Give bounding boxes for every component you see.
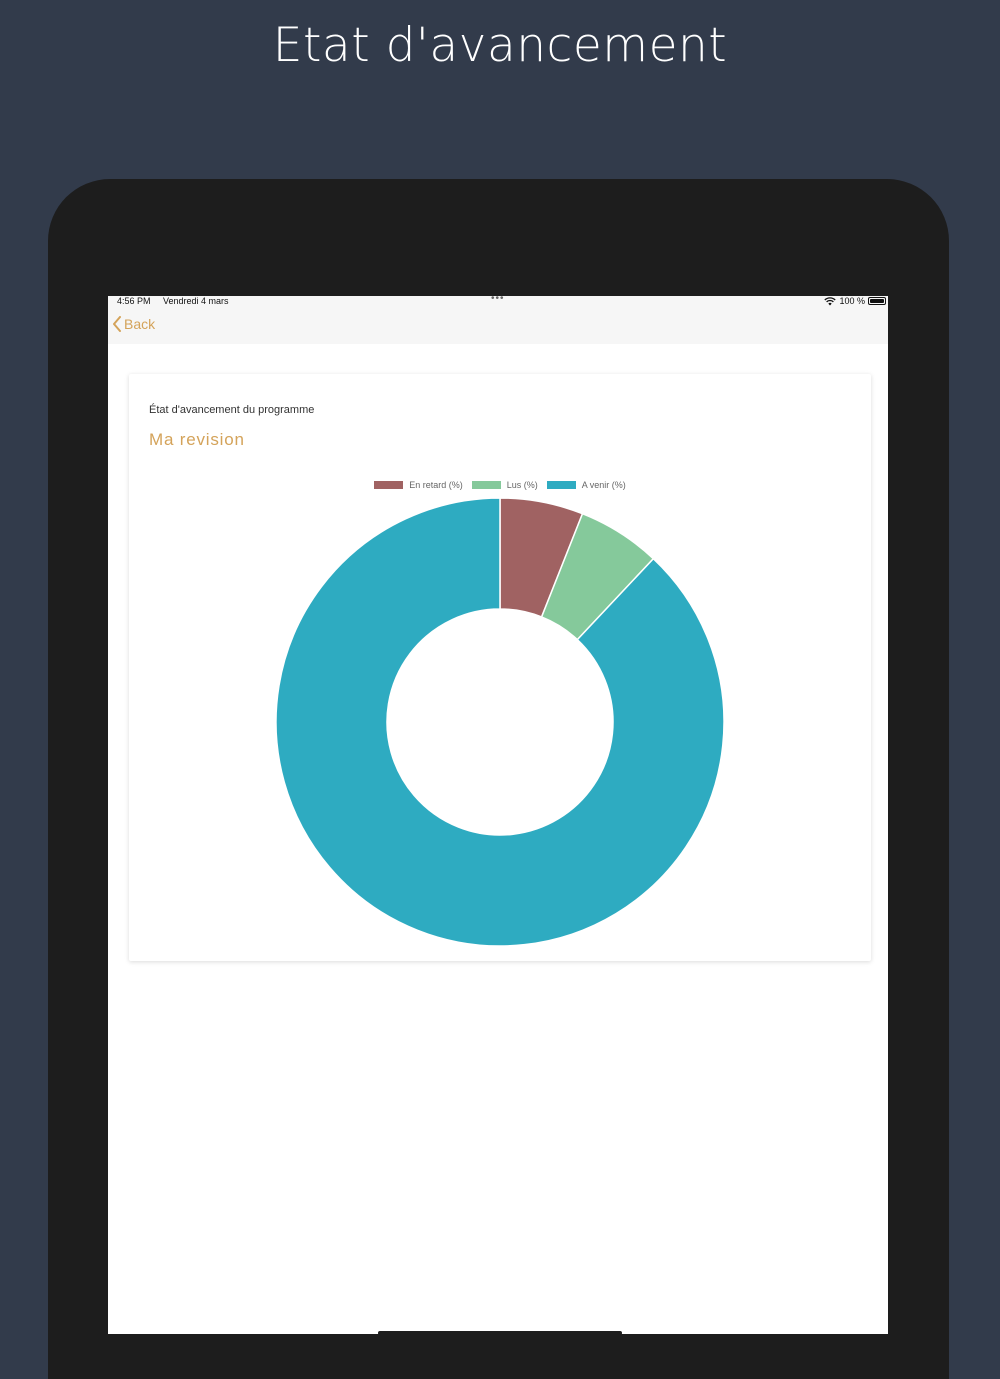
status-right: 100 % <box>824 296 888 306</box>
legend-swatch-read <box>471 481 501 489</box>
status-time: 4:56 PM <box>117 296 151 306</box>
promo-title: Etat d'avancement <box>272 18 728 73</box>
legend-item-read[interactable]: Lus (%) <box>471 480 538 490</box>
legend-label-upcoming: A venir (%) <box>581 480 626 490</box>
chevron-left-icon <box>113 316 121 332</box>
legend-swatch-late <box>374 481 404 489</box>
battery-percent: 100 % <box>839 296 865 306</box>
multitasking-dots-icon[interactable]: ••• <box>491 296 505 304</box>
chart-legend: En retard (%) Lus (%) A venir (%) <box>129 480 871 490</box>
progress-card: État d'avancement du programme Ma revisi… <box>129 374 871 961</box>
card-subtitle: État d'avancement du programme <box>149 404 315 416</box>
legend-label-late: En retard (%) <box>409 480 463 490</box>
battery-icon <box>868 297 886 305</box>
card-title: Ma revision <box>149 430 245 449</box>
home-indicator <box>378 1331 622 1334</box>
legend-item-upcoming[interactable]: A venir (%) <box>546 480 626 490</box>
app-screen: 4:56 PM Vendredi 4 mars ••• 100 % Back É… <box>108 296 888 1334</box>
wifi-icon <box>824 296 837 305</box>
nav-bar: Back <box>108 308 888 344</box>
legend-item-late[interactable]: En retard (%) <box>374 480 463 490</box>
donut-slice-upcoming[interactable] <box>275 497 725 947</box>
legend-swatch-upcoming <box>546 481 576 489</box>
status-date: Vendredi 4 mars <box>163 296 229 306</box>
donut-chart <box>275 497 725 947</box>
back-button[interactable]: Back <box>112 316 155 332</box>
back-label: Back <box>124 316 156 332</box>
status-bar: 4:56 PM Vendredi 4 mars ••• 100 % <box>108 296 888 308</box>
legend-label-read: Lus (%) <box>506 480 538 490</box>
